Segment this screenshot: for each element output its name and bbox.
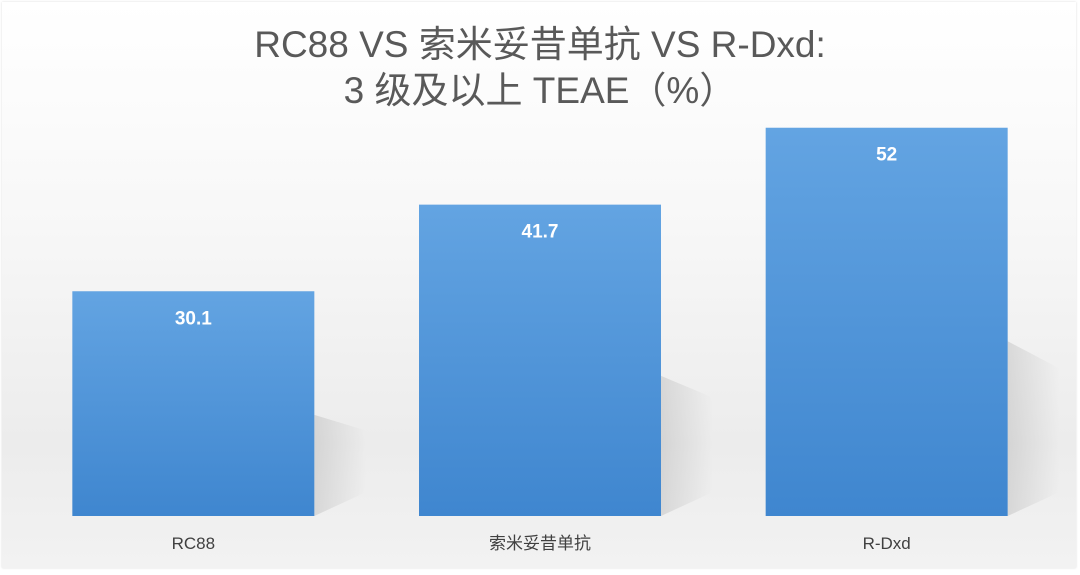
- data-label-1: 30.1: [175, 308, 212, 329]
- data-label-3: 52: [876, 145, 897, 166]
- data-labels-layer: 30.1 41.7 52: [175, 145, 897, 330]
- bar-shadow: [1007, 341, 1060, 516]
- chart-title-line-2: 3 级及以上 TEAE（%）: [343, 70, 737, 111]
- chart-title: RC88 VS 索米妥昔单抗 VS R-Dxd: 3 级及以上 TEAE（%）: [0, 22, 1080, 114]
- bar-2: [419, 204, 661, 516]
- bar-shadow: [661, 375, 713, 516]
- chart-title-line-1: RC88 VS 索米妥昔单抗 VS R-Dxd:: [254, 24, 826, 65]
- data-label-2: 41.7: [522, 222, 559, 243]
- x-tick-label-3: R-Dxd: [863, 534, 911, 553]
- bars-layer: [72, 127, 1060, 516]
- bar-shadow: [314, 414, 367, 516]
- x-tick-label-2: 索米妥昔单抗: [489, 534, 591, 553]
- bar-3: [765, 127, 1008, 516]
- bar-1: [72, 291, 315, 516]
- x-axis-tick-labels: RC88 索米妥昔单抗 R-Dxd: [172, 534, 911, 553]
- x-tick-label-1: RC88: [172, 534, 215, 553]
